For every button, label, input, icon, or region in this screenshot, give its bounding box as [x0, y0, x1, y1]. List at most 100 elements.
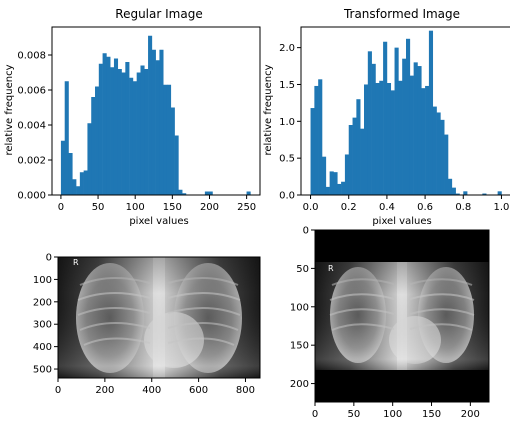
y-tick-label: 200	[33, 297, 52, 308]
histogram-bar	[367, 51, 372, 195]
histogram-bar	[125, 62, 130, 195]
histogram-bar	[83, 170, 88, 195]
histogram-bar	[428, 30, 434, 196]
x-tick-label: 0.0	[303, 202, 319, 213]
x-ticks: 0 50 100 150 200	[312, 402, 480, 420]
histogram-bar	[440, 119, 445, 195]
histogram-bar	[421, 88, 426, 195]
histogram-bars	[60, 35, 251, 195]
histogram-bar	[448, 178, 453, 195]
histogram-bar	[398, 80, 403, 195]
xray-regular-panel: R 0 200 400 600 800 0 100 200 300 400 500	[33, 253, 261, 396]
y-tick-label: 0.5	[279, 154, 295, 165]
x-tick-label: 250	[237, 202, 256, 213]
histogram-bar	[344, 154, 350, 195]
y-tick-label: 400	[33, 342, 52, 353]
histogram-bar	[204, 191, 209, 195]
histogram-bar	[182, 193, 187, 195]
histogram-bar	[348, 125, 353, 195]
chart-title: Regular Image	[115, 7, 202, 21]
y-tick-label: 0	[46, 253, 52, 264]
histogram-bar	[136, 72, 141, 195]
histogram-bar	[417, 66, 422, 195]
x-ticks: 0.0 0.2 0.4 0.6 0.8 1.0	[303, 195, 510, 213]
y-ticks: 0.0 0.5 1.0 1.5 2.0	[279, 43, 301, 202]
x-axis-label: pixel values	[129, 216, 188, 227]
histogram-bar	[337, 183, 342, 195]
histogram-bar	[463, 191, 468, 195]
y-tick-label: 150	[290, 341, 309, 352]
histogram-bar	[409, 75, 414, 195]
y-tick-label: 0.002	[17, 156, 46, 167]
x-tick-label: 0	[312, 409, 318, 420]
x-tick-label: 800	[236, 385, 255, 396]
y-ticks: 0 100 200 300 400 500	[33, 253, 58, 376]
histogram-regular: Regular Image 0 50 100 150 200 250 0.000 0.002…	[4, 7, 261, 227]
histogram-bar	[87, 123, 92, 195]
histogram-bar	[455, 193, 460, 195]
plot-frame	[57, 256, 261, 379]
histogram-bar	[68, 153, 73, 195]
histogram-bar	[371, 63, 376, 196]
histogram-bar	[436, 112, 441, 195]
histogram-bar	[379, 80, 384, 195]
histogram-bar	[394, 47, 399, 196]
xray-image: R	[58, 257, 260, 378]
histogram-bar	[151, 49, 156, 195]
histogram-bar	[356, 99, 361, 195]
histogram-bar	[390, 90, 395, 195]
histogram-bar	[406, 38, 411, 195]
xray-transformed-panel: R 0 50 100 150 200 0 50 100 150 200	[290, 226, 490, 420]
histogram-bar	[333, 172, 338, 195]
plot-frame	[51, 26, 261, 196]
histogram-bar	[144, 69, 149, 195]
y-tick-label: 50	[296, 264, 309, 275]
x-tick-label: 50	[92, 202, 105, 213]
x-ticks: 0 50 100 150 200 250	[58, 195, 256, 213]
histogram-bar	[208, 191, 213, 195]
y-tick-label: 100	[290, 302, 309, 313]
plot-frame	[300, 26, 510, 196]
histogram-bar	[246, 191, 251, 195]
histogram-bar	[76, 186, 81, 195]
y-tick-label: 1.0	[279, 117, 295, 128]
x-tick-label: 0.6	[417, 202, 433, 213]
histogram-bar	[451, 187, 456, 195]
histogram-bar	[318, 79, 323, 195]
y-tick-label: 300	[33, 320, 52, 331]
histogram-bar	[314, 85, 319, 195]
y-axis-label: relative frequency	[263, 64, 274, 155]
histogram-bar	[72, 179, 77, 195]
histogram-bar	[102, 53, 107, 195]
histogram-bar	[98, 63, 103, 195]
histogram-bar	[482, 193, 487, 195]
histogram-bar	[310, 108, 315, 195]
histogram-bar	[383, 41, 388, 195]
y-tick-label: 200	[290, 379, 309, 390]
histogram-bar	[325, 186, 330, 195]
y-tick-label: 100	[33, 275, 52, 286]
histogram-bar	[148, 35, 153, 195]
histogram-bar	[432, 106, 437, 195]
histogram-bar	[132, 81, 137, 195]
x-tick-label: 0	[55, 385, 61, 396]
histogram-bar	[174, 135, 179, 195]
histogram-bar	[91, 97, 96, 195]
histogram-bar	[364, 84, 369, 195]
histogram-bar	[163, 84, 168, 195]
y-tick-label: 0.006	[17, 86, 46, 97]
x-tick-label: 200	[95, 385, 114, 396]
histogram-transformed: Transformed Image 0.0 0.2 0.4 0.6 0.8 1.0 0.0…	[263, 7, 510, 227]
histogram-bar	[110, 67, 115, 195]
histogram-bar	[386, 83, 392, 195]
histogram-bar	[64, 81, 69, 195]
x-tick-label: 1.0	[494, 202, 510, 213]
xray-transformed-image: R	[315, 230, 489, 402]
histogram-bar	[60, 140, 66, 195]
histogram-bar	[352, 117, 357, 195]
x-tick-label: 0.2	[341, 202, 357, 213]
y-tick-label: 500	[33, 365, 52, 376]
x-tick-label: 150	[163, 202, 182, 213]
x-tick-label: 50	[347, 409, 360, 420]
histogram-bar	[178, 189, 183, 195]
